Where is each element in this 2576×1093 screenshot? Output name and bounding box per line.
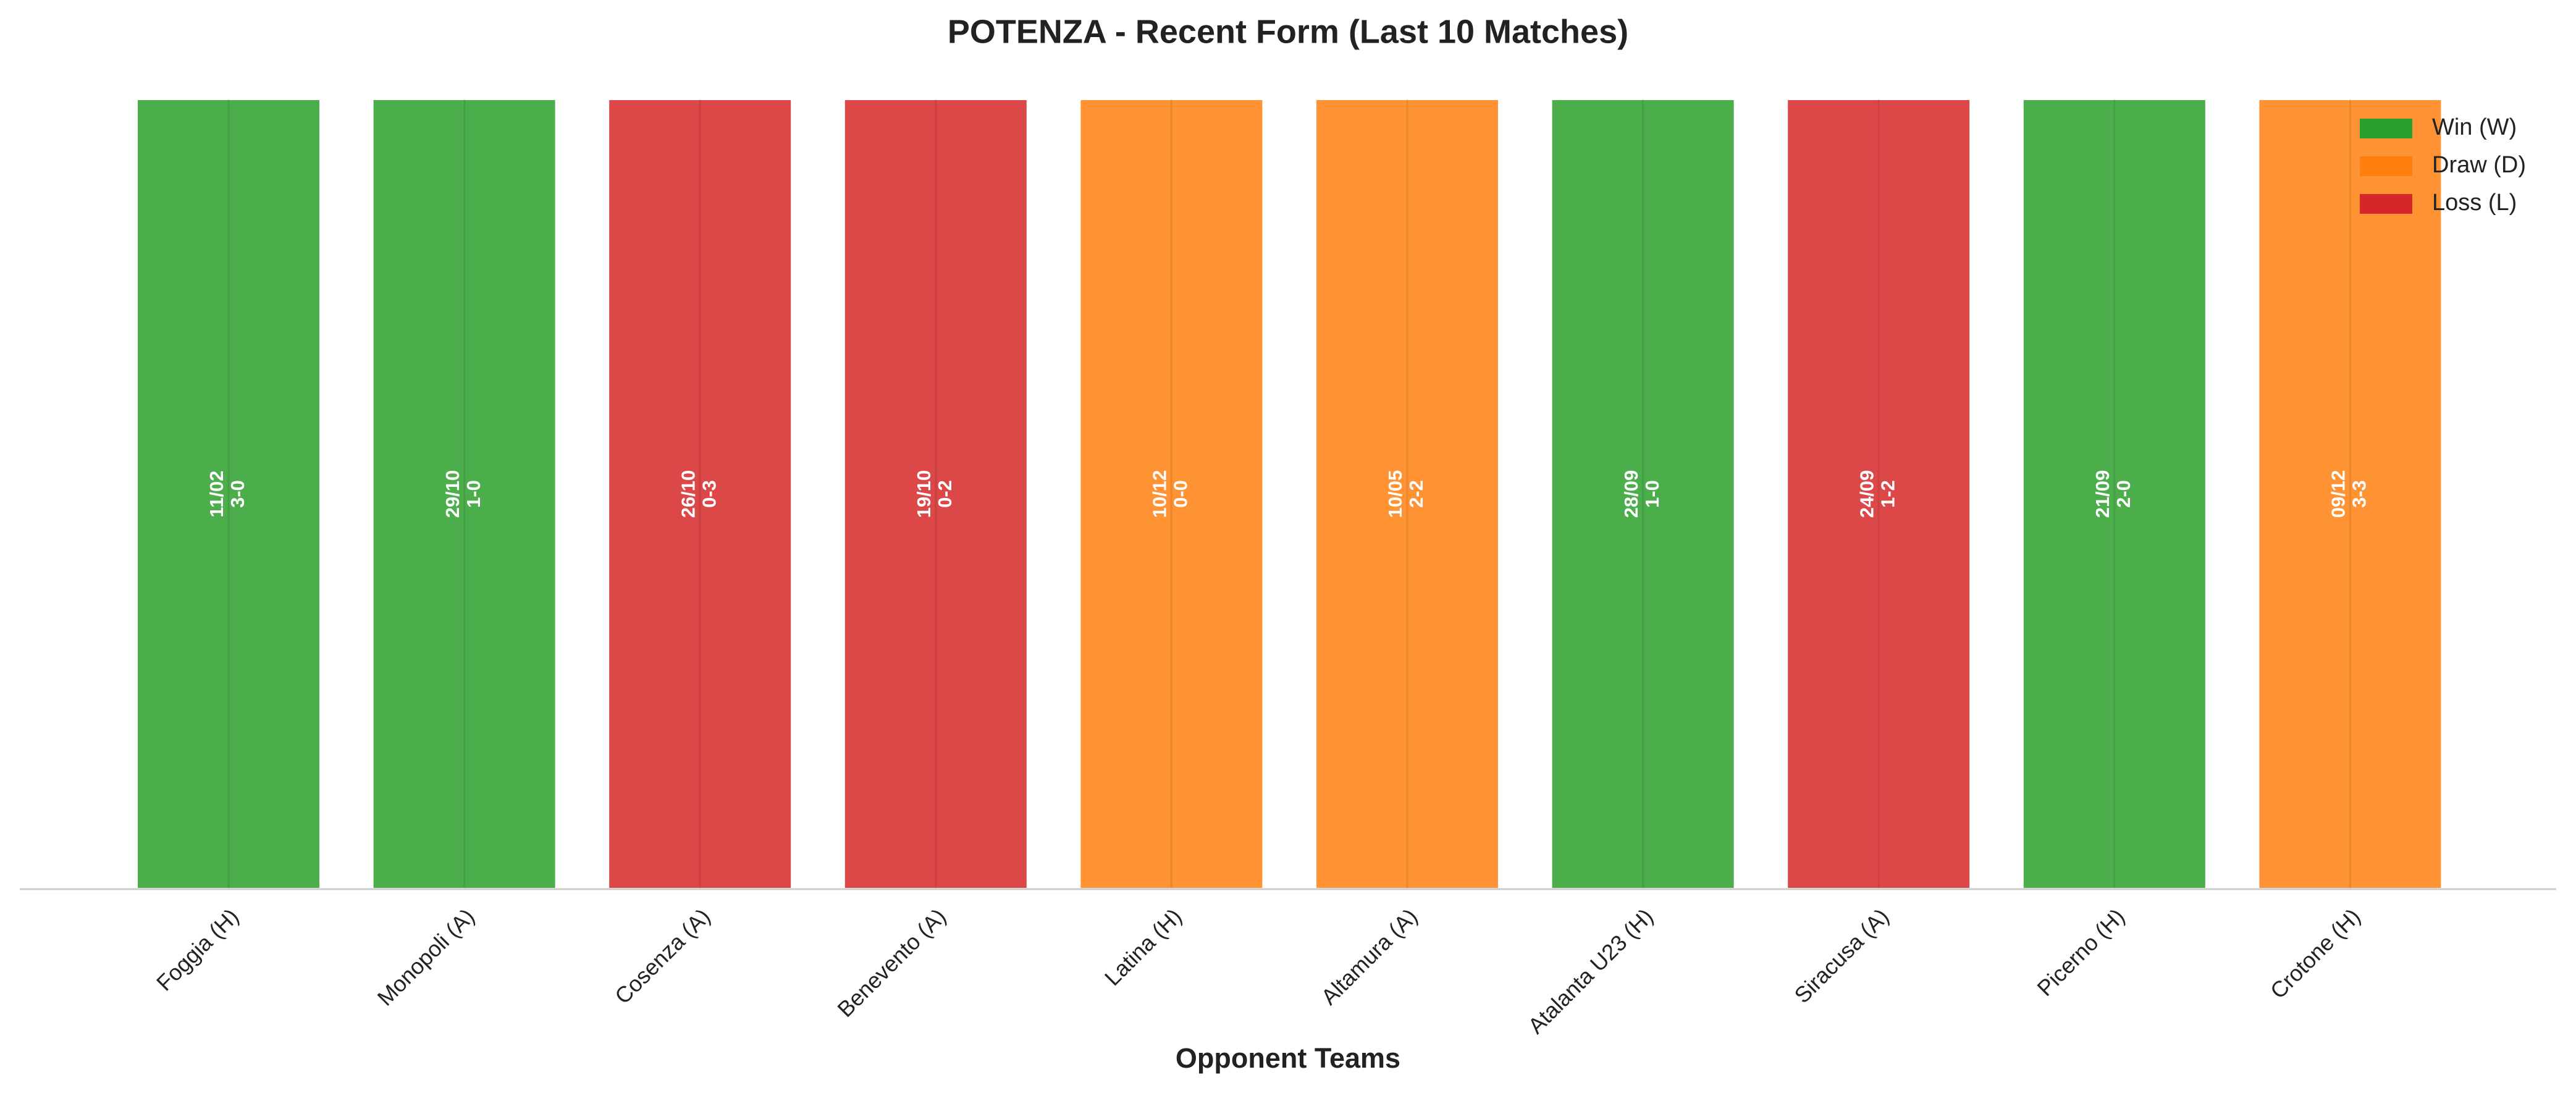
bar xyxy=(1314,98,1501,890)
bar xyxy=(1078,98,1265,890)
bar-score-label: 1-0 xyxy=(1641,480,1663,508)
bar-date-label: 11/02 xyxy=(206,471,227,518)
bar-score-label: 2-0 xyxy=(2113,480,2134,508)
x-axis-label: Opponent Teams xyxy=(1176,1042,1400,1074)
bar xyxy=(842,98,1029,890)
bar xyxy=(135,98,322,890)
bar-date-label: 21/09 xyxy=(2092,470,2113,518)
chart-title: POTENZA - Recent Form (Last 10 Matches) xyxy=(948,13,1628,50)
bar-date-label: 29/10 xyxy=(442,470,463,518)
legend-label: Win (W) xyxy=(2432,114,2517,140)
bar-date-label: 09/12 xyxy=(2328,470,2349,518)
bar-date-label: 10/05 xyxy=(1384,470,1406,518)
bar-score-label: 3-0 xyxy=(227,480,248,508)
bar xyxy=(371,98,558,890)
bar-score-label: 3-3 xyxy=(2349,480,2370,508)
bar-score-label: 1-2 xyxy=(1877,480,1898,508)
bar xyxy=(2257,98,2444,890)
bar-score-label: 0-3 xyxy=(698,480,720,508)
bar-date-label: 24/09 xyxy=(1856,470,1877,518)
legend-swatch xyxy=(2360,194,2412,214)
legend-label: Loss (L) xyxy=(2432,190,2517,216)
bar xyxy=(1785,98,1972,890)
bar xyxy=(1549,98,1736,890)
bar xyxy=(2021,98,2208,890)
bar-date-label: 10/12 xyxy=(1149,470,1171,518)
legend-swatch xyxy=(2360,119,2412,138)
bar-score-label: 0-0 xyxy=(1170,480,1192,508)
legend-swatch xyxy=(2360,156,2412,176)
legend-label: Draw (D) xyxy=(2432,152,2526,178)
bar-date-label: 19/10 xyxy=(913,470,935,518)
bar-score-label: 2-2 xyxy=(1405,480,1427,508)
bar-date-label: 26/10 xyxy=(677,470,699,518)
bar-score-label: 0-2 xyxy=(934,480,956,508)
bar-date-label: 28/09 xyxy=(1620,470,1642,518)
bar-score-label: 1-0 xyxy=(463,480,484,508)
bar xyxy=(607,98,794,890)
